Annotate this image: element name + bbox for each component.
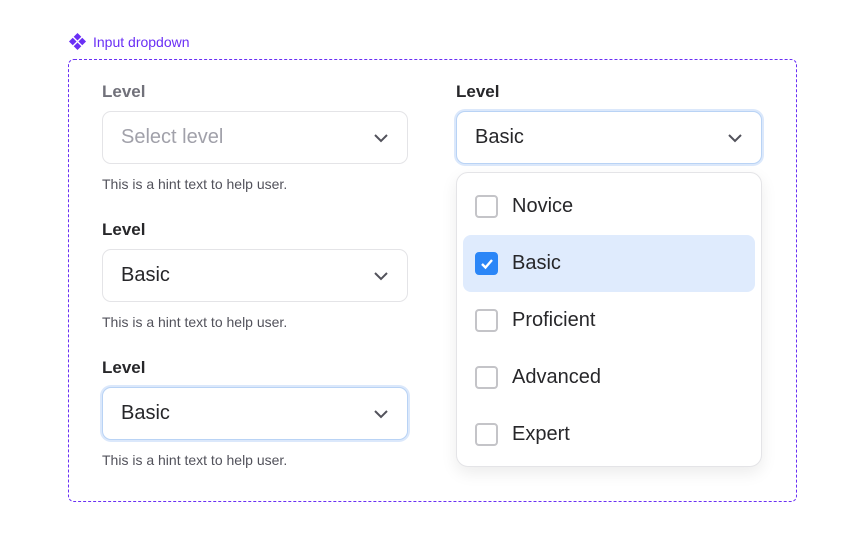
option-expert[interactable]: Expert: [463, 406, 755, 463]
option-label: Advanced: [512, 366, 601, 388]
checkbox[interactable]: [475, 366, 498, 389]
chevron-down-icon: [374, 409, 388, 418]
level-select-disabled[interactable]: Select level: [102, 111, 408, 164]
checkbox-checked[interactable]: [475, 252, 498, 275]
option-label: Basic: [512, 252, 561, 274]
option-label: Expert: [512, 423, 570, 445]
dropdown-menu: Novice Basic Proficient Advanced Expert: [456, 172, 762, 467]
level-select-open[interactable]: Basic: [456, 111, 762, 164]
option-basic[interactable]: Basic: [463, 235, 755, 292]
component-title: Input dropdown: [68, 32, 190, 51]
chevron-down-icon: [728, 133, 742, 142]
component-icon: [68, 32, 87, 51]
component-frame: [68, 59, 797, 502]
option-advanced[interactable]: Advanced: [463, 349, 755, 406]
option-novice[interactable]: Novice: [463, 178, 755, 235]
level-select-focused[interactable]: Basic: [102, 387, 408, 440]
hint-text: This is a hint text to help user.: [102, 314, 288, 330]
option-label: Novice: [512, 195, 574, 217]
checkbox[interactable]: [475, 423, 498, 446]
component-title-text: Input dropdown: [93, 33, 190, 50]
checkbox[interactable]: [475, 309, 498, 332]
checkbox[interactable]: [475, 195, 498, 218]
field-label: Level: [456, 82, 500, 101]
select-value: Basic: [475, 126, 524, 148]
option-proficient[interactable]: Proficient: [463, 292, 755, 349]
option-label: Proficient: [512, 309, 596, 331]
hint-text: This is a hint text to help user.: [102, 176, 288, 192]
chevron-down-icon: [374, 271, 388, 280]
select-value: Basic: [121, 402, 170, 424]
field-label: Level: [102, 358, 146, 377]
select-value: Basic: [121, 264, 170, 286]
select-placeholder: Select level: [121, 126, 224, 148]
check-icon: [480, 258, 493, 269]
hint-text: This is a hint text to help user.: [102, 452, 288, 468]
field-label: Level: [102, 220, 146, 239]
chevron-down-icon: [374, 133, 388, 142]
field-label: Level: [102, 82, 146, 101]
level-select[interactable]: Basic: [102, 249, 408, 302]
